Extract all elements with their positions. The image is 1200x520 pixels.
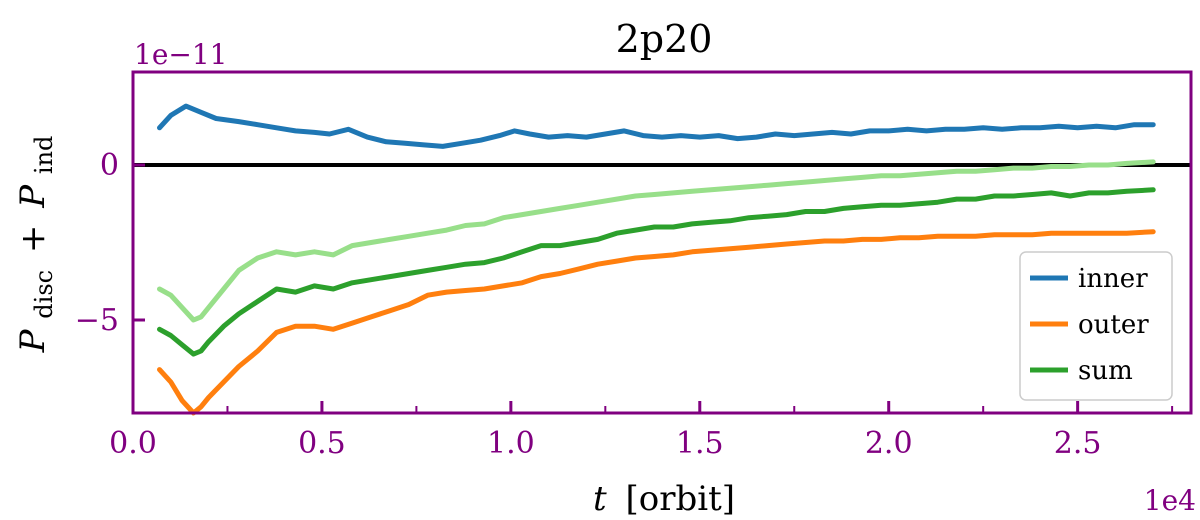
x-label-var: t	[593, 479, 607, 519]
series-line-outer	[157, 229, 1156, 416]
series-line-light-green	[157, 159, 1156, 323]
x-offset-text: 1e4	[1144, 484, 1196, 517]
y-axis-label: P disc + P ind	[13, 136, 61, 354]
series-line-sum	[157, 187, 1156, 357]
legend-box	[1019, 251, 1173, 401]
series-group	[157, 103, 1156, 416]
legend-label-outer: outer	[1078, 310, 1149, 340]
x-tick-label: 1.0	[487, 426, 535, 461]
x-label-unit: [orbit]	[625, 479, 735, 519]
x-tick-label: 1.5	[676, 426, 724, 461]
y-label-plus: +	[13, 225, 53, 254]
x-tick-label: 2.5	[1054, 426, 1102, 461]
legend-label-sum: sum	[1078, 356, 1133, 386]
x-tick-label: 0.0	[109, 426, 157, 461]
chart-title: 2p20	[616, 17, 713, 61]
y-label-sub1: disc	[30, 270, 58, 319]
y-label-p2: P	[13, 184, 53, 209]
y-label-p1: P	[13, 328, 53, 353]
x-axis-label: t [orbit]	[593, 479, 735, 519]
legend-entries: inner outer sum	[1030, 264, 1149, 386]
legend: inner outer sum	[1019, 251, 1173, 401]
plot-frame	[131, 70, 1193, 415]
x-tick-label: 0.5	[298, 426, 346, 461]
y-tick-label: 0	[100, 148, 119, 183]
y-offset-text: 1e−11	[134, 38, 227, 71]
legend-label-inner: inner	[1078, 264, 1148, 294]
y-tick-label: −5	[75, 303, 119, 338]
ticks-group: 0.0 0.5 1.0 1.5 2.0 2.5 0 −5	[75, 148, 1174, 461]
series-line-inner	[157, 103, 1156, 149]
x-tick-label: 2.0	[865, 426, 913, 461]
y-label-sub2: ind	[30, 136, 58, 175]
axes-group	[131, 70, 1193, 415]
